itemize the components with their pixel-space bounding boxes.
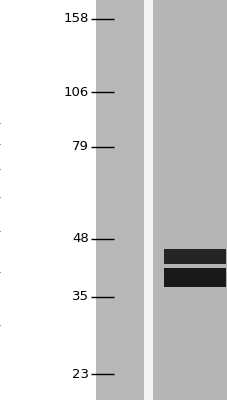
Text: 48: 48 (72, 232, 89, 245)
Text: 35: 35 (72, 290, 89, 303)
Text: 158: 158 (63, 12, 89, 25)
Bar (143, 0, 152, 400)
Text: 79: 79 (72, 140, 89, 153)
Text: 106: 106 (63, 86, 89, 99)
Bar (152, 0, 227, 400)
Bar (95, 0, 143, 400)
Text: 23: 23 (72, 368, 89, 381)
Bar (163, 268, 225, 286)
Bar (163, 250, 225, 264)
